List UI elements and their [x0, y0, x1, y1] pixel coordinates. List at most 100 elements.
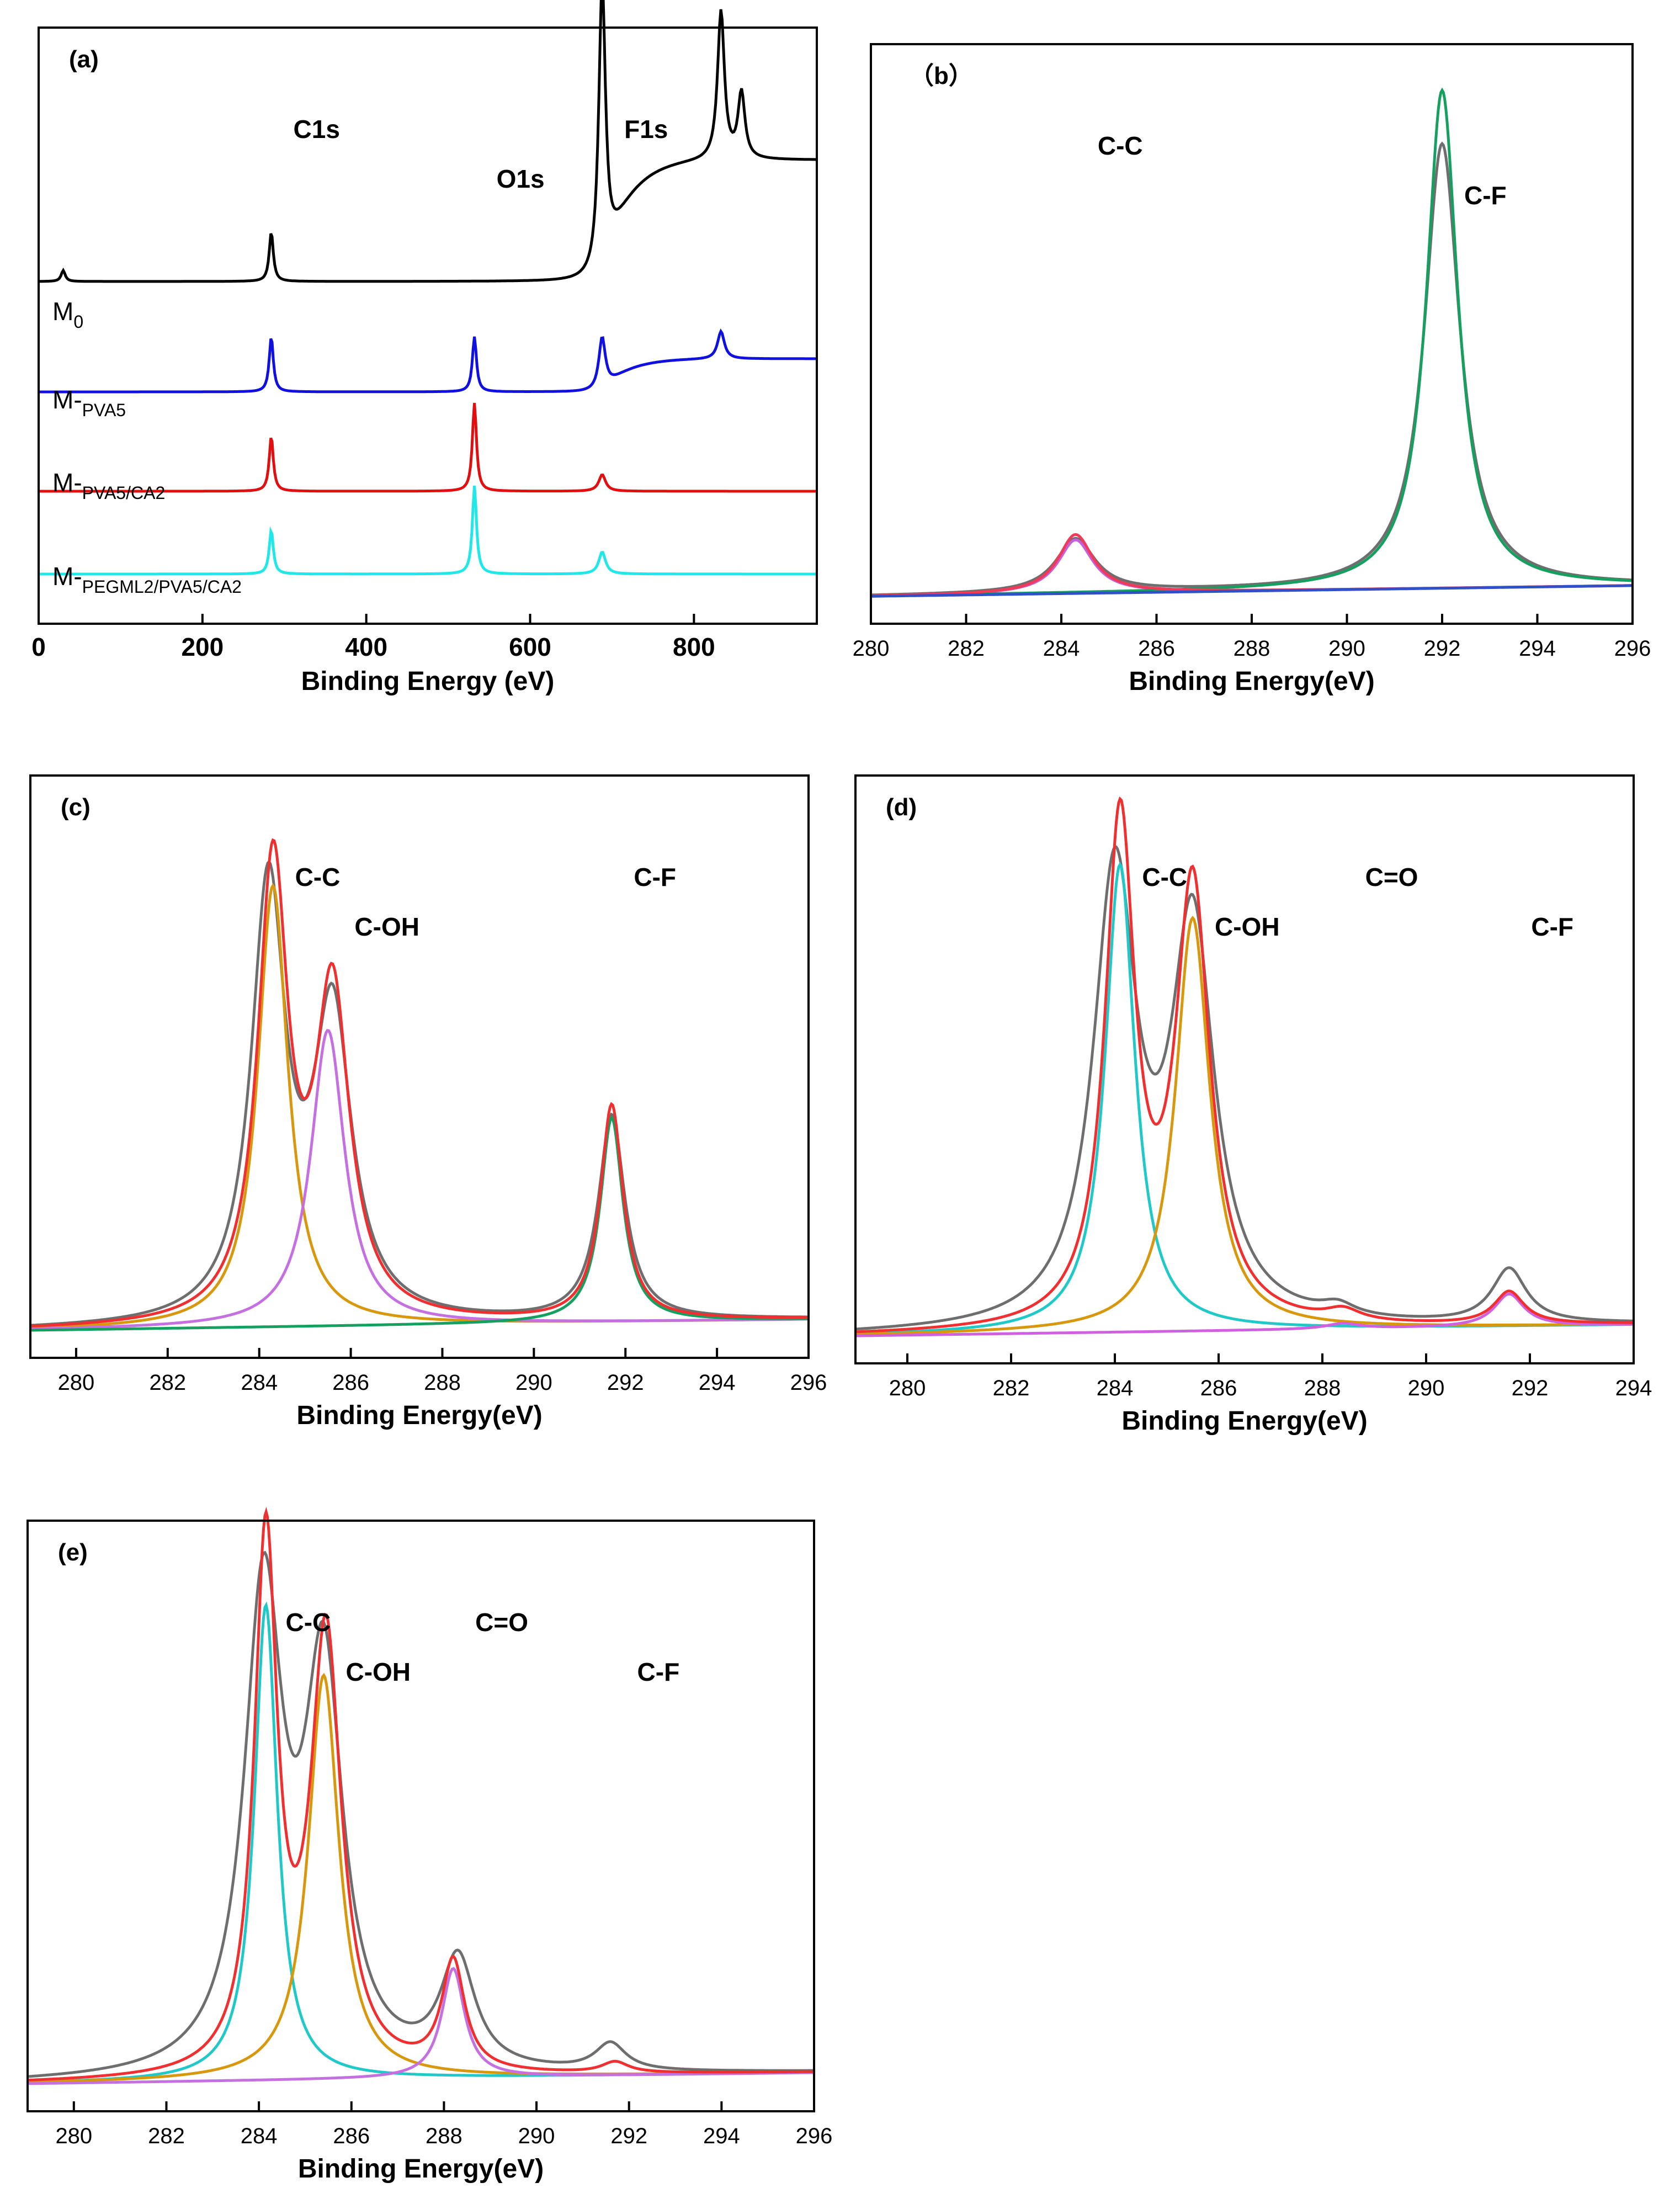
sample-label-sub: PVA5/CA2 — [82, 483, 166, 503]
x-tick-label: 284 — [1043, 636, 1080, 661]
peak-label-c-o: C=O — [1365, 863, 1418, 891]
panel-label: (c) — [61, 794, 91, 821]
series-line-m-pva5-ca2 — [39, 402, 817, 493]
x-axis-title: Binding Energy (eV) — [301, 667, 555, 696]
peak-label-c-oh: C-OH — [1215, 912, 1280, 941]
x-tick-label: 800 — [673, 633, 715, 661]
x-tick-label: 282 — [948, 636, 985, 661]
series-line-raw — [27, 1550, 814, 2078]
chart-panel-1: 0 200 400 600 800 Binding Energy (eV) (a) C1s O1… — [31, 0, 818, 696]
peak-label-c-f: C-F — [1464, 181, 1507, 210]
series-line-c-c-fit — [30, 883, 809, 1330]
plot-frame — [854, 774, 1635, 1364]
x-tick-label: 0 — [31, 633, 46, 661]
series-line-m0 — [39, 0, 817, 283]
x-tick-label: 296 — [796, 2124, 833, 2148]
peak-label-c-c: C-C — [1142, 863, 1187, 891]
sample-label-sub: 0 — [73, 312, 83, 332]
plot-frame — [38, 26, 818, 625]
series-line-c-oh-fit — [30, 1029, 809, 1331]
series-line-c-f-fit — [871, 87, 1633, 597]
series-line-raw — [30, 859, 809, 1327]
x-tick-label: 296 — [790, 1371, 827, 1395]
plot-frame — [870, 43, 1634, 625]
sample-label-sub: PEGML2/PVA5/CA2 — [82, 577, 242, 597]
x-tick-label: 294 — [703, 2124, 740, 2148]
sample-label-main: M — [52, 297, 73, 326]
series-line-envelope — [30, 838, 809, 1328]
panel-label: (e) — [58, 1539, 88, 1566]
peak-label-c-oh: C-OH — [345, 1658, 411, 1686]
sample-label: M0 — [52, 297, 83, 332]
x-tick-label: 280 — [889, 1376, 926, 1400]
x-tick-label: 294 — [1615, 1376, 1652, 1400]
x-tick-label: 296 — [1614, 636, 1651, 661]
x-tick-label: 286 — [332, 1371, 369, 1395]
chart-panel-5: 280 282 284 286 288 290 292 294 296 Binding Energ… — [26, 1506, 833, 2184]
x-axis-title: Binding Energy(eV) — [1121, 1406, 1367, 1436]
x-tick-label: 280 — [853, 636, 890, 661]
x-axis-title: Binding Energy(eV) — [296, 1401, 542, 1430]
series-line-envelope — [27, 1506, 814, 2082]
sample-label: M-PVA5 — [52, 385, 126, 420]
x-tick-label: 292 — [607, 1371, 644, 1395]
chart-panel-3: 280 282 284 286 288 290 292 294 296 Binding Energ… — [29, 774, 827, 1430]
x-tick-label: 280 — [55, 2124, 92, 2148]
x-tick-label: 290 — [1328, 636, 1365, 661]
x-tick-label: 294 — [1519, 636, 1556, 661]
x-tick-label: 282 — [993, 1376, 1030, 1400]
peak-label-c-o: C=O — [475, 1608, 528, 1637]
series-line-c-oh-fit — [855, 915, 1634, 1336]
peak-label-f1s: F1s — [624, 115, 668, 144]
x-tick-label: 284 — [241, 2124, 278, 2148]
series-line-raw — [870, 141, 1633, 597]
sample-label: M-PEGML2/PVA5/CA2 — [52, 562, 242, 597]
x-tick-label: 288 — [424, 1371, 461, 1395]
x-tick-label: 282 — [149, 1371, 186, 1395]
x-tick-label: 288 — [426, 2124, 462, 2148]
x-tick-label: 280 — [58, 1371, 95, 1395]
x-tick-label: 292 — [1424, 636, 1461, 661]
sample-label-sub: PVA5 — [82, 400, 126, 420]
peak-label-c-c: C-C — [1098, 131, 1143, 160]
series-line-c-c-fit — [27, 1601, 815, 2084]
series-line-c-o-c-f-fits — [855, 1292, 1634, 1337]
sample-label-main: M- — [52, 562, 82, 591]
peak-label-c1s: C1s — [294, 115, 340, 144]
x-tick-label: 290 — [515, 1371, 552, 1395]
panel-label: (a) — [69, 46, 99, 73]
x-tick-label: 600 — [509, 633, 551, 661]
plot-frame — [26, 1520, 815, 2112]
series-line-c-o-fit — [28, 1967, 814, 2085]
x-tick-label: 294 — [699, 1371, 736, 1395]
x-axis-title: Binding Energy(eV) — [298, 2154, 544, 2184]
peak-label-c-f: C-F — [634, 863, 676, 891]
x-tick-label: 286 — [1138, 636, 1175, 661]
x-tick-label: 288 — [1304, 1376, 1341, 1400]
series-line-baseline — [871, 584, 1633, 598]
sample-label: M-PVA5/CA2 — [52, 468, 165, 503]
x-tick-label: 290 — [518, 2124, 555, 2148]
series-line-raw — [855, 845, 1634, 1331]
peak-label-c-f: C-F — [1531, 912, 1573, 941]
x-tick-label: 282 — [148, 2124, 185, 2148]
series-line-c-f-fit — [30, 1116, 809, 1332]
peak-label-c-f: C-F — [637, 1658, 680, 1686]
sample-label-main: M- — [52, 385, 82, 414]
x-tick-label: 290 — [1408, 1376, 1445, 1400]
chart-panel-4: 280 282 284 286 288 290 292 294 Binding Energy(e… — [854, 774, 1652, 1436]
series-line-m-pegml2-pva5-ca2 — [39, 485, 817, 576]
peak-label-c-oh: C-OH — [354, 912, 419, 941]
panel-label: (d) — [886, 794, 917, 821]
series-line-envelope — [855, 796, 1634, 1334]
series-line-m-pva5 — [39, 328, 817, 394]
x-tick-label: 292 — [610, 2124, 647, 2148]
x-tick-label: 200 — [181, 633, 224, 661]
peak-label-o1s: O1s — [497, 164, 545, 193]
peak-label-c-c: C-C — [286, 1608, 331, 1637]
panel-label: （b） — [910, 62, 973, 89]
peak-label-c-c: C-C — [295, 863, 341, 891]
x-tick-label: 292 — [1512, 1376, 1549, 1400]
x-tick-label: 286 — [1200, 1376, 1237, 1400]
